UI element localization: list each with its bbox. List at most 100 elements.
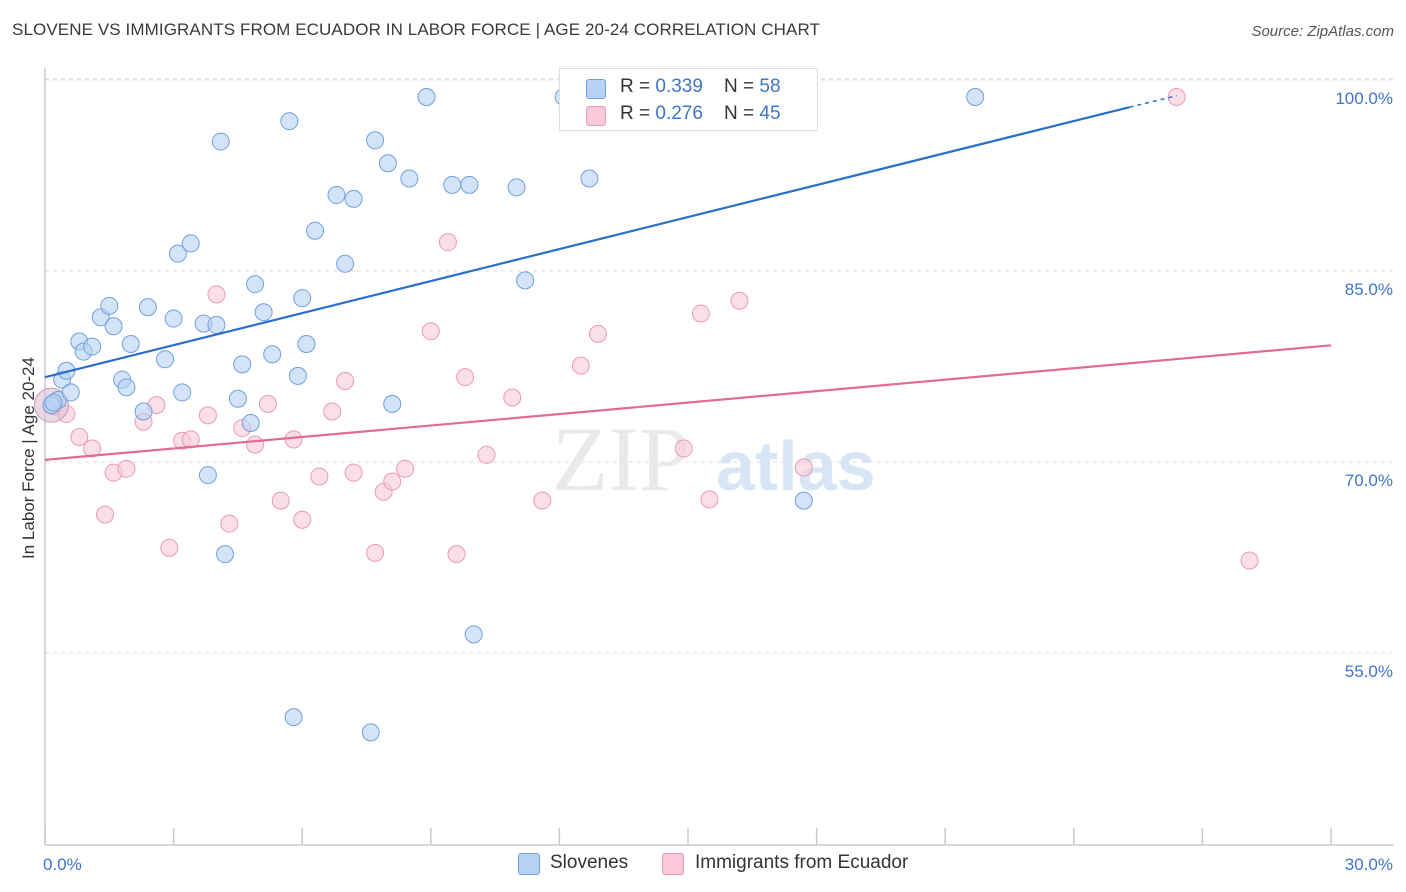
legend-swatch-ecuador: [586, 106, 606, 126]
trend-line-slovenes-extension: [1129, 94, 1177, 108]
point-slovenes: [327, 186, 346, 205]
legend-swatch-slovenes: [586, 79, 606, 99]
point-ecuador: [323, 402, 342, 421]
point-ecuador: [456, 368, 475, 387]
point-slovenes: [361, 723, 380, 742]
trend-line-slovenes: [44, 106, 1130, 379]
point-ecuador: [344, 463, 363, 482]
point-ecuador: [70, 427, 89, 446]
y-tick-label: 70.0%: [1345, 471, 1393, 490]
legend-r-value: 0.339: [655, 76, 703, 97]
point-ecuador: [447, 545, 466, 564]
point-ecuador: [438, 233, 457, 252]
legend-label-slovenes: Slovenes: [550, 852, 629, 873]
point-slovenes: [580, 169, 599, 188]
point-slovenes: [233, 355, 252, 374]
point-ecuador: [1167, 88, 1186, 106]
point-slovenes: [138, 298, 157, 317]
source-label: Source: ZipAtlas.com: [1251, 23, 1394, 40]
y-axis-label: In Labor Force | Age 20-24: [19, 357, 38, 559]
point-slovenes: [104, 317, 123, 336]
point-ecuador: [96, 505, 115, 524]
y-tick-label: 85.0%: [1345, 280, 1393, 299]
point-ecuador: [198, 406, 217, 425]
point-ecuador: [674, 439, 693, 458]
trend-line-ecuador: [44, 344, 1332, 461]
point-ecuador: [477, 445, 496, 464]
point-slovenes: [44, 393, 63, 412]
point-slovenes: [443, 175, 462, 194]
point-ecuador: [284, 430, 303, 449]
axis-layer: [44, 68, 1393, 846]
legend-r-label: R =: [620, 103, 656, 124]
point-slovenes: [284, 708, 303, 727]
point-ecuador: [293, 510, 312, 529]
point-ecuador: [571, 356, 590, 375]
point-slovenes: [306, 221, 325, 240]
point-ecuador: [310, 467, 329, 486]
point-ecuador: [220, 514, 239, 533]
point-slovenes: [464, 625, 483, 644]
point-slovenes: [383, 394, 402, 413]
point-ecuador: [588, 324, 607, 343]
point-slovenes: [344, 189, 363, 208]
point-ecuador: [730, 291, 749, 310]
point-slovenes: [417, 88, 436, 106]
point-ecuador: [691, 304, 710, 323]
point-slovenes: [263, 345, 282, 364]
point-ecuador: [336, 371, 355, 390]
point-ecuador: [246, 435, 265, 454]
legend-n-value: 45: [759, 103, 781, 124]
point-slovenes: [198, 466, 217, 485]
point-slovenes: [164, 309, 183, 328]
legend-n-label: N =: [724, 76, 760, 97]
point-ecuador: [396, 459, 415, 478]
point-ecuador: [207, 285, 226, 304]
point-slovenes: [100, 296, 119, 315]
point-slovenes: [216, 545, 235, 564]
point-ecuador: [271, 491, 290, 510]
point-slovenes: [246, 275, 265, 294]
point-ecuador: [160, 538, 179, 557]
point-slovenes: [460, 175, 479, 194]
x-tick-label: 30.0%: [1345, 855, 1393, 874]
point-slovenes: [117, 378, 136, 397]
point-ecuador: [383, 472, 402, 491]
point-slovenes: [516, 271, 535, 290]
point-ecuador: [83, 439, 102, 458]
point-slovenes: [966, 88, 985, 106]
point-slovenes: [156, 350, 175, 369]
correlation-legend: R = 0.339 N = 58 R = 0.276 N = 45: [559, 68, 818, 131]
point-ecuador: [700, 490, 719, 509]
point-ecuador: [258, 394, 277, 413]
point-slovenes: [168, 244, 187, 263]
chart-title: SLOVENE VS IMMIGRANTS FROM ECUADOR IN LA…: [12, 20, 820, 39]
legend-n-label: N =: [724, 103, 760, 124]
point-slovenes: [293, 289, 312, 308]
point-slovenes: [254, 303, 273, 322]
point-slovenes: [173, 383, 192, 402]
point-slovenes: [378, 154, 397, 173]
point-slovenes: [228, 389, 247, 408]
point-ecuador: [181, 430, 200, 449]
point-ecuador: [503, 388, 522, 407]
point-slovenes: [134, 402, 153, 421]
point-slovenes: [83, 337, 102, 356]
point-slovenes: [280, 112, 299, 131]
point-slovenes: [400, 169, 419, 188]
trend-lines: [44, 94, 1332, 461]
point-slovenes: [181, 234, 200, 253]
point-slovenes: [366, 131, 385, 150]
series-slovenes-points: [42, 88, 985, 742]
legend-swatch-slovenes: [518, 853, 540, 875]
point-ecuador: [1240, 551, 1259, 570]
point-ecuador: [366, 543, 385, 562]
point-slovenes: [507, 178, 526, 197]
tick-labels: 55.0% 70.0% 85.0% 100.0% 0.0% 30.0%: [43, 89, 1393, 874]
point-slovenes: [288, 366, 307, 385]
point-slovenes: [61, 383, 80, 402]
point-slovenes: [297, 335, 316, 354]
point-ecuador: [794, 458, 813, 477]
point-slovenes: [211, 132, 230, 151]
